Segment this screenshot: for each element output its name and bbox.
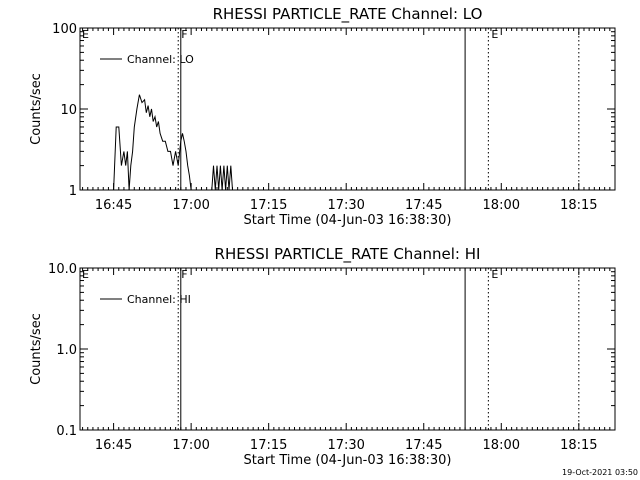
- footer-timestamp: 19-Oct-2021 03:50: [562, 468, 638, 477]
- marker-flag-label: E: [491, 268, 498, 281]
- marker-flag-label: F: [181, 28, 187, 41]
- chart-panel-1: RHESSI PARTICLE_RATE Channel: HI 16:45 17:…: [29, 245, 616, 468]
- y-tick-label: 1: [69, 184, 77, 199]
- chart-title: RHESSI PARTICLE_RATE Channel: LO: [213, 5, 483, 24]
- y-axis-label: Counts/sec: [29, 73, 44, 145]
- x-tick-label: 17:15: [250, 438, 287, 453]
- x-tick-label: 16:45: [95, 198, 132, 213]
- legend-label: Channel: LO: [127, 53, 194, 66]
- series-line-0: [113, 94, 193, 190]
- marker-flag-label: E: [491, 28, 498, 41]
- chart-title: RHESSI PARTICLE_RATE Channel: HI: [215, 245, 481, 264]
- y-tick-label: 1.0: [56, 343, 77, 358]
- legend-label: Channel: HI: [127, 293, 191, 306]
- corner-flag-label: E: [82, 268, 89, 281]
- y-tick-label: 100: [52, 22, 77, 37]
- y-tick-label: 10: [60, 103, 77, 118]
- x-axis-label: Start Time (04-Jun-03 16:38:30): [244, 213, 452, 228]
- marker-flag-label: F: [181, 268, 187, 281]
- chart-panel-0: RHESSI PARTICLE_RATE Channel: LO 16:45 17:…: [29, 5, 616, 228]
- y-axis-label: Counts/sec: [29, 313, 44, 385]
- series-line-1: [211, 165, 233, 190]
- corner-flag-label: E: [82, 28, 89, 41]
- x-tick-label: 17:45: [405, 198, 442, 213]
- x-tick-label: 17:00: [172, 198, 209, 213]
- x-tick-label: 17:00: [172, 438, 209, 453]
- x-tick-label: 18:00: [483, 438, 520, 453]
- x-axis-label: Start Time (04-Jun-03 16:38:30): [244, 453, 452, 468]
- x-tick-label: 18:00: [483, 198, 520, 213]
- x-tick-label: 17:30: [327, 198, 364, 213]
- x-tick-label: 17:15: [250, 198, 287, 213]
- x-tick-label: 17:30: [327, 438, 364, 453]
- x-tick-label: 16:45: [95, 438, 132, 453]
- y-tick-label: 10.0: [48, 262, 77, 277]
- x-tick-label: 17:45: [405, 438, 442, 453]
- x-tick-label: 18:15: [560, 438, 597, 453]
- y-tick-label: 0.1: [56, 424, 77, 439]
- x-tick-label: 18:15: [560, 198, 597, 213]
